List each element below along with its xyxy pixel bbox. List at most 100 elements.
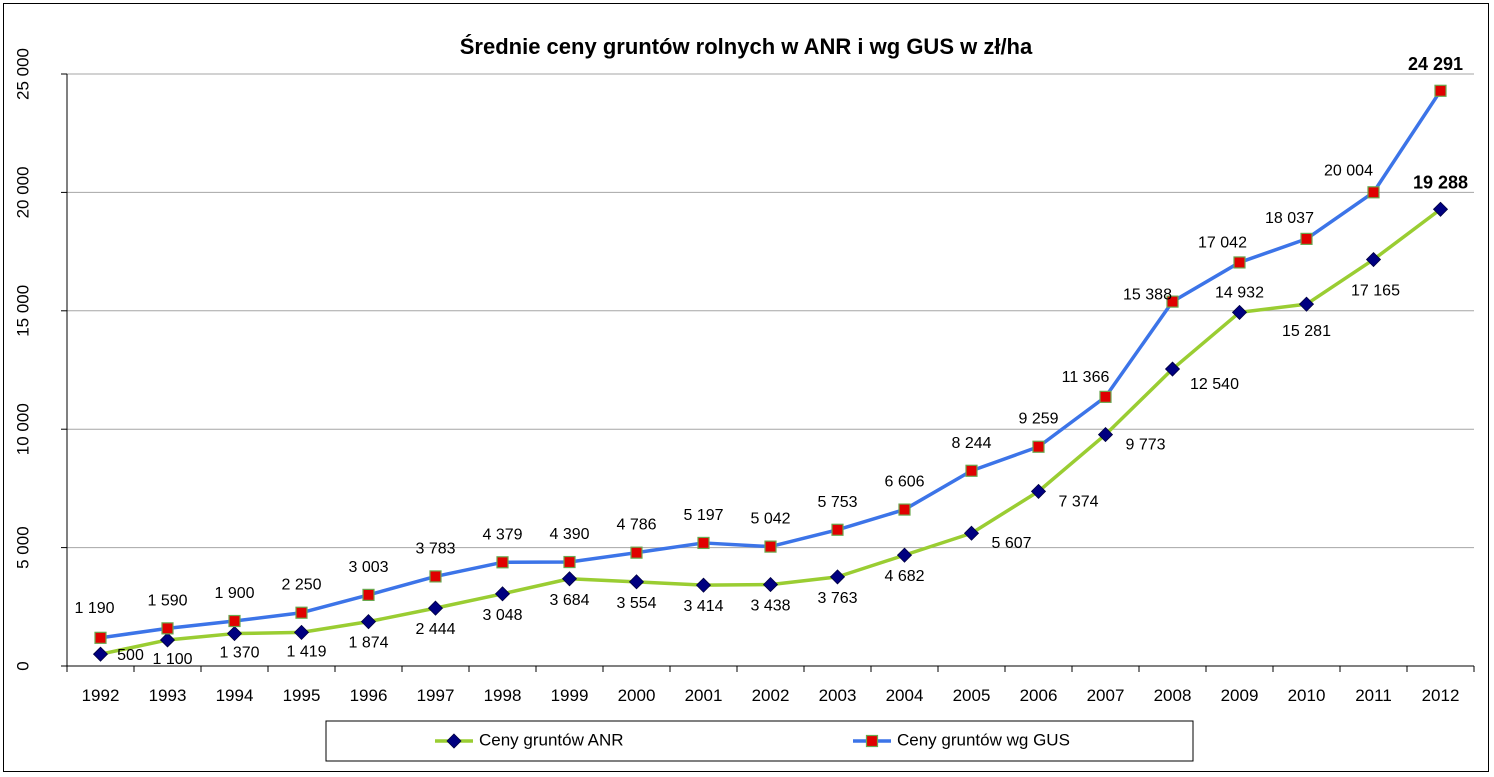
legend-marker-square [865, 734, 879, 748]
data-label-gus: 3 003 [348, 559, 388, 576]
data-label-gus: 4 786 [616, 517, 656, 534]
point-gus [94, 631, 107, 644]
data-label-gus: 9 259 [1018, 411, 1058, 428]
data-label-anr: 1 100 [152, 651, 192, 668]
data-label-gus: 18 037 [1265, 210, 1314, 227]
x-tick-label: 2011 [1355, 686, 1392, 705]
data-label-anr: 19 288 [1413, 172, 1468, 192]
data-label-gus: 3 783 [415, 540, 455, 557]
point-anr [226, 625, 243, 642]
legend-marker-diamond [446, 733, 462, 749]
point-gus [563, 555, 576, 569]
x-tick-label: 2012 [1422, 686, 1460, 705]
data-label-gus: 5 197 [683, 507, 723, 524]
y-tick-label: 5 000 [13, 526, 32, 569]
x-tick-label: 2004 [886, 686, 924, 705]
data-label-gus: 1 190 [74, 600, 114, 617]
point-gus [1300, 232, 1313, 245]
legend: Ceny gruntów ANR Ceny gruntów wg GUS [325, 720, 1194, 762]
point-anr [159, 632, 176, 648]
x-tick-label: 2003 [819, 686, 857, 705]
series-line-gus [100, 89, 1442, 640]
data-label-anr: 1 874 [348, 635, 388, 652]
data-label-gus: 15 388 [1123, 287, 1172, 304]
x-tick-label: 2008 [1154, 686, 1192, 705]
point-gus [898, 503, 911, 516]
data-label-anr: 3 414 [683, 598, 723, 615]
data-label-gus: 2 250 [281, 577, 321, 594]
x-tick-label: 2007 [1087, 686, 1125, 705]
chart-frame [3, 3, 1489, 772]
data-label-gus: 1 590 [147, 592, 187, 609]
x-tick-label: 2000 [618, 686, 656, 705]
x-tick-label: 2006 [1020, 686, 1058, 705]
data-label-gus: 1 900 [214, 585, 254, 602]
point-anr [1432, 201, 1449, 217]
point-anr [561, 571, 578, 587]
data-label-anr: 3 438 [750, 598, 790, 615]
point-gus [764, 540, 777, 553]
data-label-anr: 15 281 [1282, 323, 1331, 340]
data-label-anr: 9 773 [1125, 437, 1165, 454]
point-gus [496, 556, 509, 569]
x-tick-label: 2009 [1221, 686, 1259, 705]
data-label-anr: 2 444 [415, 621, 455, 638]
point-gus [1099, 390, 1112, 403]
axes: 0 5 000 10 000 15 000 20 000 25 000 1992 1993 19… [13, 48, 1475, 705]
data-label-gus: 5 042 [750, 511, 790, 528]
point-gus [1233, 256, 1246, 269]
series [92, 84, 1449, 662]
point-gus [228, 614, 241, 628]
x-tick-label: 1998 [484, 686, 522, 705]
data-label-gus: 11 366 [1062, 369, 1110, 386]
point-anr [494, 586, 511, 602]
point-anr [695, 577, 712, 593]
point-anr [1030, 483, 1047, 499]
point-gus [697, 536, 710, 550]
grid [67, 73, 1474, 549]
point-gus [1367, 186, 1380, 199]
y-tick-label: 15 000 [13, 285, 32, 337]
x-tick-label: 2001 [685, 686, 723, 705]
data-label-anr: 4 682 [884, 568, 924, 585]
point-gus [429, 570, 442, 583]
data-label-anr: 3 554 [616, 595, 656, 612]
data-label-anr: 1 370 [219, 645, 259, 662]
point-gus [630, 546, 643, 559]
data-label-gus: 17 042 [1198, 234, 1247, 251]
x-tick-label: 1999 [551, 686, 589, 705]
point-anr [1365, 251, 1382, 268]
point-gus [831, 523, 844, 536]
point-gus [1166, 295, 1179, 308]
point-gus [295, 606, 308, 619]
x-tick-label: 1993 [149, 686, 187, 705]
x-tick-label: 1992 [82, 686, 120, 705]
data-label-gus: 24 291 [1408, 54, 1463, 74]
point-anr [1298, 296, 1315, 312]
y-tick-label: 10 000 [13, 403, 32, 455]
x-tick-label: 1995 [283, 686, 321, 705]
point-anr [1164, 361, 1181, 377]
point-anr [92, 646, 109, 662]
x-tick-label: 1997 [417, 686, 455, 705]
point-anr [427, 600, 444, 616]
data-label-anr: 3 763 [817, 590, 857, 607]
point-gus [161, 622, 174, 635]
point-anr [293, 624, 310, 640]
point-anr [1097, 427, 1114, 443]
data-label-gus: 8 244 [951, 435, 991, 452]
data-labels: 500 1 100 1 370 1 419 1 874 2 444 3 048 3 684 3 … [74, 54, 1468, 668]
data-label-anr: 14 932 [1215, 284, 1264, 301]
point-anr [360, 614, 377, 630]
point-anr [963, 525, 980, 541]
point-gus [1434, 84, 1447, 97]
data-label-anr: 3 684 [549, 592, 589, 609]
data-label-anr: 7 374 [1058, 493, 1098, 510]
point-anr [1231, 304, 1248, 320]
data-label-anr: 500 [117, 647, 144, 664]
point-gus [965, 464, 978, 477]
data-label-anr: 1 419 [286, 643, 326, 660]
y-tick-label: 0 [13, 661, 32, 670]
data-label-gus: 6 606 [884, 474, 924, 491]
